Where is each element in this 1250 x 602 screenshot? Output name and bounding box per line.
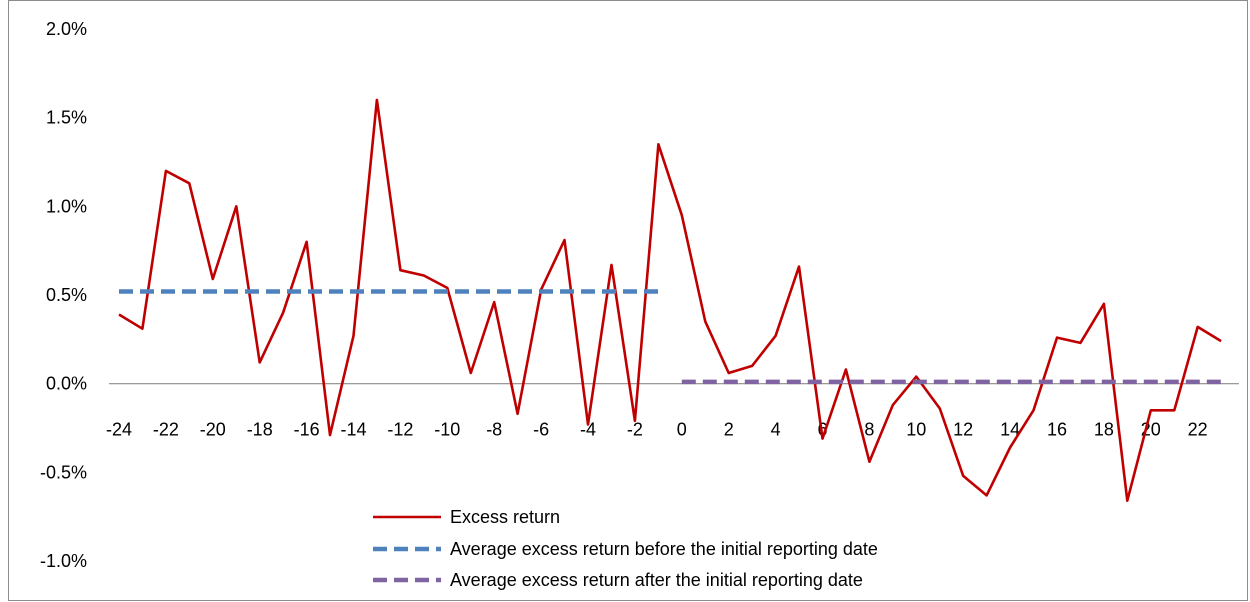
x-tick-label: -20 — [200, 420, 226, 440]
y-tick-label: 0.0% — [46, 374, 87, 394]
x-tick-label: 16 — [1047, 420, 1067, 440]
series-layer — [118, 98, 1222, 503]
x-tick-label: -6 — [533, 420, 549, 440]
x-tick-label: 2 — [724, 420, 734, 440]
y-tick-label: 2.0% — [46, 19, 87, 39]
x-tick-label: 22 — [1188, 420, 1208, 440]
x-tick-label: 8 — [864, 420, 874, 440]
y-tick-label: 0.5% — [46, 285, 87, 305]
x-tick-label: -2 — [627, 420, 643, 440]
x-tick-label: 0 — [677, 420, 687, 440]
x-axis-ticks: -24 -22 -20 -18 -16 -14 -12 -10 -8 -6 -4 -2 0 2 4 6 8 10 1… — [106, 420, 1208, 440]
line-chart: 2.0%1.5%1.0%0.5%0.0%-0.5%-1.0% -24 -22 -20… — [40, 19, 1239, 590]
series-line-excess-return — [118, 98, 1222, 503]
x-tick-label: 18 — [1094, 420, 1114, 440]
y-tick-label: -1.0% — [40, 551, 87, 571]
x-tick-label: 14 — [1000, 420, 1020, 440]
x-tick-label: 12 — [953, 420, 973, 440]
chart-frame: 2.0% 1.5% 1.0% 0.5% 0.0% -0.5% -1.0% -24 -22 -20… — [8, 0, 1248, 601]
y-tick-label: -0.5% — [40, 462, 87, 482]
x-tick-label: 10 — [906, 420, 926, 440]
y-tick-label: 1.0% — [46, 196, 87, 216]
x-tick-label: -24 — [106, 420, 132, 440]
y-tick-label: 1.5% — [46, 108, 87, 128]
x-tick-label: -18 — [247, 420, 273, 440]
x-tick-label: -14 — [340, 420, 366, 440]
x-tick-label: -12 — [387, 420, 413, 440]
x-tick-label: -8 — [486, 420, 502, 440]
legend-label: Average excess return after the initial … — [450, 570, 863, 590]
legend-label: Average excess return before the initial… — [450, 539, 878, 559]
x-tick-label: -16 — [294, 420, 320, 440]
x-tick-label: -4 — [580, 420, 596, 440]
y-axis-ticks: 2.0% 1.5% 1.0% 0.5% 0.0% -0.5% -1.0% — [40, 19, 87, 571]
x-tick-label: -10 — [434, 420, 460, 440]
x-tick-label: 4 — [771, 420, 781, 440]
legend: Excess return Average excess return befor… — [373, 507, 878, 590]
x-tick-label: -22 — [153, 420, 179, 440]
legend-label: Excess return — [450, 507, 560, 527]
